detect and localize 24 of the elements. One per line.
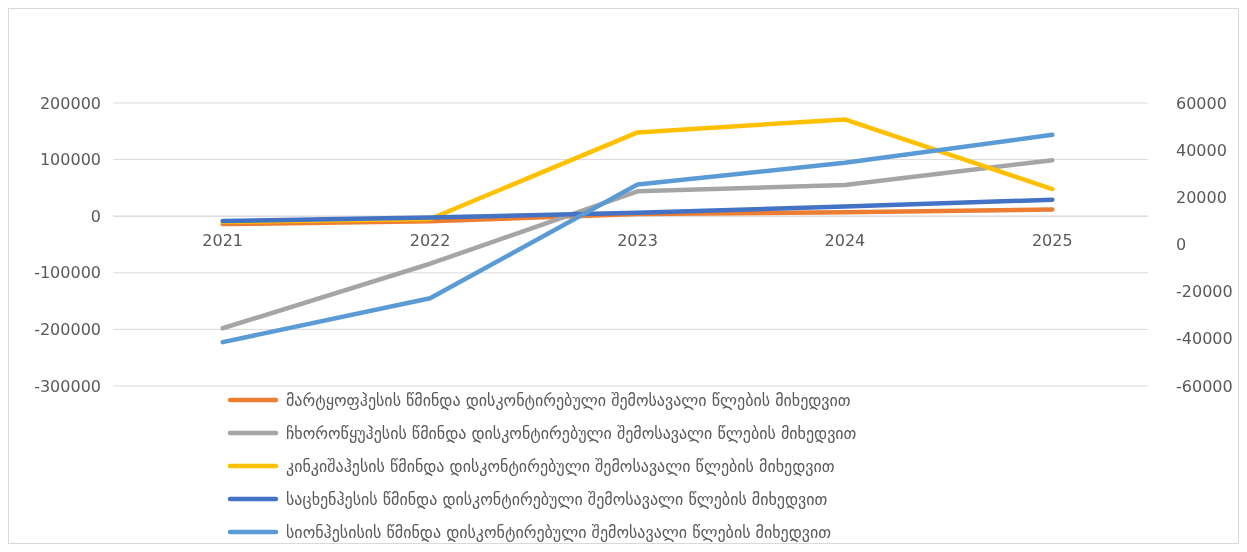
y-tick-label: -200000	[34, 320, 101, 339]
legend-label: კინკიშაჰესის წმინდა დისკონტირებული შემოსავალი წლების მიხედვით	[286, 456, 835, 476]
y-tick-label: 200000	[39, 93, 101, 113]
y-tick-label: 0	[90, 206, 101, 226]
y-tick-label: -300000	[34, 376, 101, 396]
legend-label: ჩხოროწყუჰესის წმინდა დისკონტირებული შემოსავალი წლების მიხედვით	[286, 423, 857, 443]
y2-tick-label: 40000	[1176, 140, 1227, 160]
legend-label: სიონჰესისის წმინდა დისკონტირებული შემოსავალი წლების მიხედვით	[286, 522, 832, 542]
x-tick-label: 2024	[824, 231, 866, 251]
y2-tick-label: 60000	[1176, 93, 1227, 113]
y2-tick-label: 0	[1176, 235, 1187, 255]
y2-tick-label: 20000	[1176, 187, 1227, 207]
y2-tick-label: -40000	[1176, 329, 1233, 349]
x-tick-label: 2022	[409, 231, 451, 251]
y2-tick-label: -60000	[1176, 376, 1233, 396]
y-tick-label: -100000	[34, 263, 101, 283]
x-tick-label: 2021	[202, 231, 244, 251]
y-tick-label: 100000	[39, 150, 101, 170]
x-tick-label: 2023	[617, 231, 658, 251]
y2-tick-label: -20000	[1176, 282, 1233, 302]
x-tick-label: 2025	[1031, 231, 1073, 251]
legend-label: მარტყოფჰესის წმინდა დისკონტირებული შემოსავალი წლების მიხედვით	[286, 390, 851, 410]
legend-label: საცხენჰესის წმინდა დისკონტირებული შემოსავალი წლების მიხედვით	[286, 489, 828, 509]
line-series	[220, 197, 1055, 224]
